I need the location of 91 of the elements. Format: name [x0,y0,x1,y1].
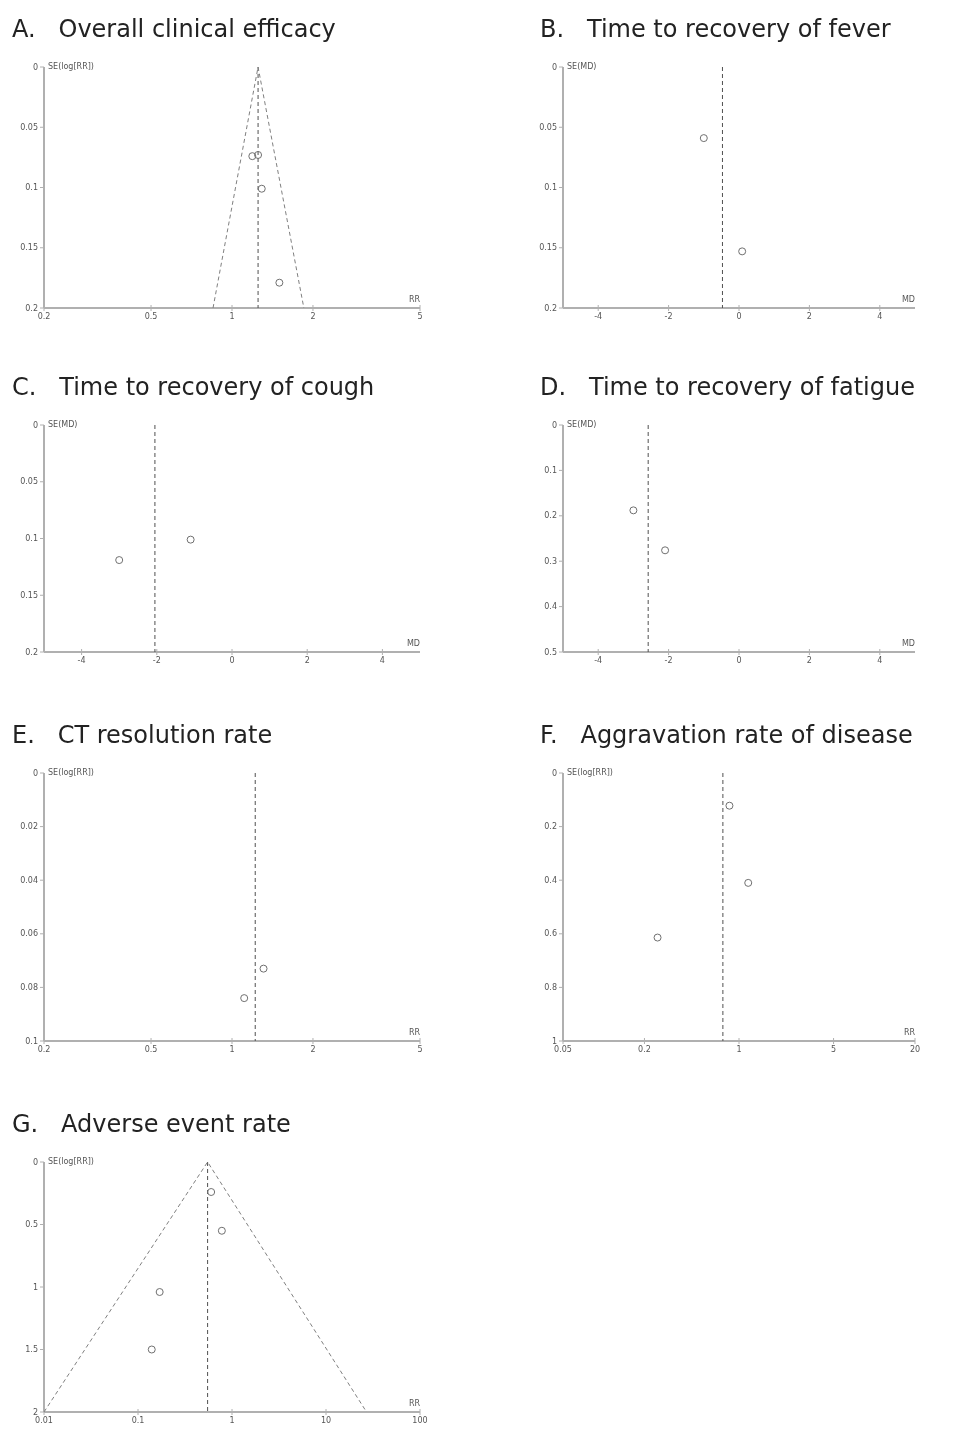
x-tick-label: 2 [806,656,812,665]
y-tick-label: 0.05 [20,122,38,132]
y-tick-label: 0 [32,768,38,778]
y-axis-title: SE(log[RR]) [567,768,613,777]
y-tick-label: 0.04 [20,875,38,885]
x-axis-title: MD [901,639,915,648]
y-tick-label: 0.1 [25,1036,38,1046]
y-tick-label: 0.4 [544,875,557,885]
y-tick-label: 0.8 [544,982,557,992]
y-tick-label: 1 [32,1282,38,1292]
y-tick-label: 0.06 [20,929,38,939]
y-tick-label: 0.1 [25,534,38,543]
y-tick-label: 0.2 [25,303,38,313]
x-axis-title: MD [901,295,915,304]
x-tick-label: 0 [736,312,742,321]
x-axis-title: RR [408,1028,421,1037]
x-axis-title: RR [408,295,421,304]
y-tick-label: 0.2 [544,511,557,521]
x-tick-label: 1 [229,312,235,321]
y-tick-label: 1.5 [25,1345,38,1354]
y-tick-label: 0.2 [544,822,557,832]
x-axis-title: MD [406,639,420,648]
x-tick-label: 20 [909,1045,921,1054]
y-tick-label: 0.4 [544,602,557,612]
x-tick-label: 2 [806,312,812,321]
y-tick-label: 0.15 [20,243,38,253]
y-axis-title: SE(MD) [567,420,597,429]
x-tick-label: 0.5 [144,1045,158,1054]
y-tick-label: 0 [551,768,557,778]
x-tick-label: 2 [310,312,316,321]
chart-title: F. Aggravation rate of disease [540,721,913,749]
y-tick-label: 0.6 [544,929,557,939]
x-tick-label: 0 [229,656,235,665]
y-tick-label: 0.08 [20,982,38,992]
y-tick-label: 0.02 [20,822,38,832]
y-tick-label: 0.5 [544,647,557,657]
y-tick-label: 0.2 [544,303,557,313]
y-tick-label: 1 [551,1036,557,1046]
y-tick-label: 0.5 [25,1220,38,1229]
x-tick-label: 100 [412,1416,428,1425]
y-tick-label: 0.15 [20,590,38,600]
y-axis-title: SE(MD) [567,62,597,71]
chart-title: A. Overall clinical efficacy [12,15,336,43]
x-tick-label: -2 [664,312,673,321]
x-tick-label: 5 [831,1045,837,1054]
x-tick-label: 4 [877,312,883,321]
y-tick-label: 0.15 [539,243,557,253]
y-tick-label: 0.3 [544,556,557,566]
y-tick-label: 0.05 [539,122,557,132]
y-tick-label: 0.1 [25,183,38,192]
x-axis-title: RR [903,1028,916,1037]
y-axis-title: SE(log[RR]) [48,1157,94,1166]
x-tick-label: 4 [379,656,385,665]
chart-title: C. Time to recovery of cough [12,373,375,401]
x-tick-label: 0 [736,656,742,665]
chart-title: D. Time to recovery of fatigue [540,373,915,401]
y-axis-title: SE(log[RR]) [48,768,94,777]
x-tick-label: -4 [594,312,603,321]
x-tick-label: -4 [594,656,603,665]
chart-title: G. Adverse event rate [12,1110,291,1138]
chart-title: B. Time to recovery of fever [540,15,891,43]
y-axis-title: SE(MD) [48,420,78,429]
x-tick-label: 1 [229,1416,235,1425]
y-tick-label: 0 [32,1157,38,1167]
x-tick-label: -4 [77,656,86,665]
x-axis-title: RR [408,1399,421,1408]
y-tick-label: 0 [551,62,557,72]
y-tick-label: 0 [32,420,38,430]
x-tick-label: 1 [736,1045,742,1054]
x-tick-label: 5 [417,312,423,321]
x-tick-label: -2 [152,656,161,665]
x-tick-label: 2 [310,1045,316,1054]
x-tick-label: 10 [320,1416,332,1425]
x-tick-label: 0.2 [638,1045,651,1054]
chart-title: E. CT resolution rate [12,721,273,749]
y-axis-title: SE(log[RR]) [48,62,94,71]
x-tick-label: -2 [664,656,673,665]
y-tick-label: 0.1 [544,465,557,475]
y-tick-label: 0.05 [20,477,38,487]
x-tick-label: 1 [229,1045,235,1054]
y-tick-label: 2 [32,1407,38,1417]
x-tick-label: 5 [417,1045,423,1054]
y-tick-label: 0.2 [25,647,38,657]
x-tick-label: 2 [304,656,310,665]
x-tick-label: 0.5 [144,312,158,321]
y-tick-label: 0 [551,420,557,430]
x-tick-label: 0.1 [131,1416,145,1425]
y-tick-label: 0.1 [544,183,557,192]
x-tick-label: 4 [877,656,883,665]
x-tick-label: 0.01 [35,1416,53,1425]
y-tick-label: 0 [32,62,38,72]
